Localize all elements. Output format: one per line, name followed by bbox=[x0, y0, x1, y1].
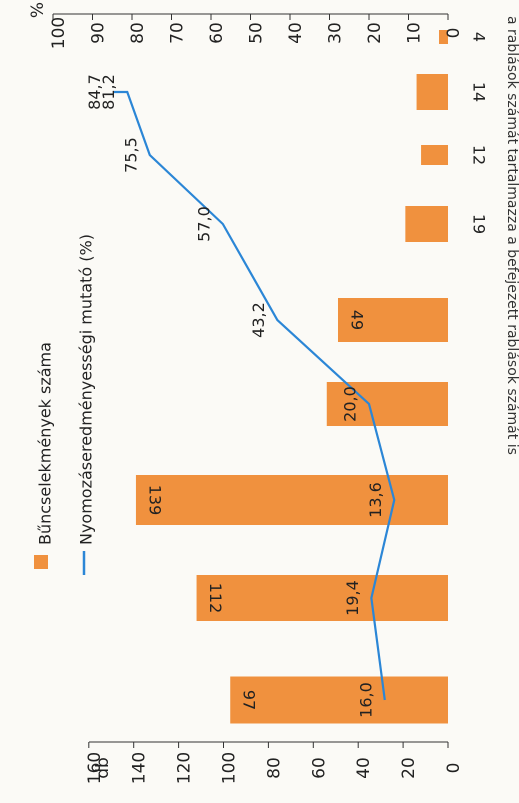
bar-3 bbox=[326, 382, 448, 426]
left-axis-ticks: 0 20 40 60 80 100 120 140 160 bbox=[85, 742, 464, 784]
bars-group bbox=[135, 30, 448, 724]
bar-2 bbox=[135, 475, 448, 525]
legend: Bűncselekmények száma Nyomozáseredményes… bbox=[34, 234, 96, 575]
right-tick-label: 0 bbox=[444, 28, 464, 39]
line-value-label: 81,2 bbox=[99, 74, 118, 110]
left-tick-label: 120 bbox=[175, 752, 195, 784]
left-tick-label: 100 bbox=[220, 752, 240, 784]
left-tick-label: 160 bbox=[85, 752, 105, 784]
bar-8 bbox=[439, 30, 448, 44]
left-tick-label: 0 bbox=[444, 763, 464, 774]
right-tick-label: 40 bbox=[286, 22, 306, 44]
line-value-label: 13,6 bbox=[366, 482, 385, 518]
bar-value-label: 4 bbox=[470, 32, 489, 42]
left-tick-label: 60 bbox=[309, 757, 329, 779]
category-labels-group: 19 12 14 4 bbox=[470, 32, 489, 234]
legend-bar-swatch bbox=[34, 555, 48, 569]
right-axis-unit: % bbox=[28, 2, 48, 18]
line-labels-group: 16,0 19,4 13,6 20,0 43,2 57,0 75,5 81,284,7 bbox=[85, 74, 385, 718]
left-axis-unit: db bbox=[93, 757, 113, 779]
bar-value-label: 139 bbox=[145, 485, 164, 516]
bar-1 bbox=[196, 575, 448, 621]
right-tick-label: 30 bbox=[326, 22, 346, 44]
bar-value-label: 12 bbox=[470, 145, 489, 165]
line-value-label: 16,0 bbox=[356, 682, 375, 718]
line-value-label: 84,7 bbox=[85, 74, 104, 110]
right-tick-label: 80 bbox=[128, 22, 148, 44]
rate-series-line bbox=[113, 90, 396, 701]
right-axis-ticks: 0 10 20 30 40 50 60 70 80 90 100 bbox=[49, 14, 464, 49]
right-tick-label: 100 bbox=[49, 17, 69, 49]
left-tick-label: 80 bbox=[264, 757, 284, 779]
bar-4 bbox=[337, 298, 448, 342]
line-value-label: 20,0 bbox=[341, 386, 360, 422]
line-value-label: 43,2 bbox=[249, 302, 268, 338]
left-tick-label: 40 bbox=[354, 757, 374, 779]
bar-labels-group: 97 112 139 49 bbox=[145, 310, 366, 710]
bar-value-label: 49 bbox=[347, 310, 366, 330]
right-tick-label: 10 bbox=[405, 22, 425, 44]
header-text: a rablások számát tartalmazza a befejeze… bbox=[504, 16, 519, 455]
bar-value-label: 97 bbox=[240, 690, 259, 710]
line-value-label: 19,4 bbox=[343, 580, 362, 616]
bar-5 bbox=[405, 206, 448, 242]
legend-bar-label: Bűncselekmények száma bbox=[36, 342, 55, 545]
bar-value-label: 19 bbox=[470, 214, 489, 234]
right-tick-label: 70 bbox=[168, 22, 188, 44]
line-value-label: 75,5 bbox=[121, 137, 140, 173]
line-value-label: 57,0 bbox=[194, 206, 213, 242]
right-tick-label: 60 bbox=[207, 22, 227, 44]
bar-0 bbox=[230, 676, 448, 724]
bar-value-label: 14 bbox=[470, 82, 489, 102]
right-tick-label: 90 bbox=[89, 22, 109, 44]
bar-7 bbox=[416, 74, 448, 110]
left-tick-label: 140 bbox=[130, 752, 150, 784]
right-tick-label: 50 bbox=[247, 22, 267, 44]
legend-line-label: Nyomozáseredményességi mutató (%) bbox=[77, 234, 96, 545]
right-tick-label: 20 bbox=[365, 22, 385, 44]
bar-value-label: 112 bbox=[206, 583, 225, 614]
left-tick-label: 20 bbox=[399, 757, 419, 779]
bar-6 bbox=[421, 145, 448, 165]
